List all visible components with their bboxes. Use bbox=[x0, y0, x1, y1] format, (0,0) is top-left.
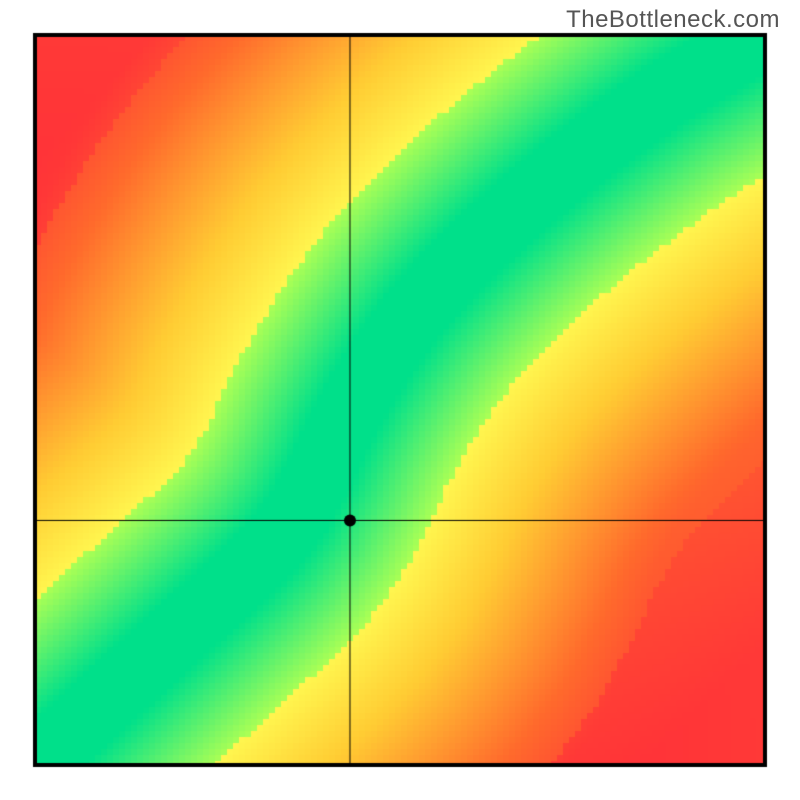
watermark-text: TheBottleneck.com bbox=[566, 6, 780, 34]
chart-container: TheBottleneck.com bbox=[0, 0, 800, 800]
heatmap-canvas bbox=[0, 0, 800, 800]
